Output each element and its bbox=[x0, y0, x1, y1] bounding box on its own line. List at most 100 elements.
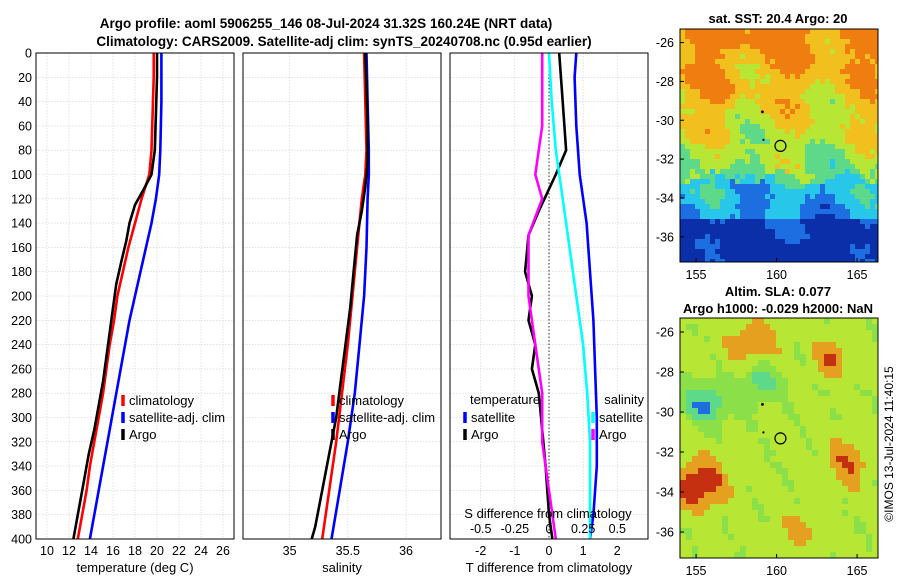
track-point bbox=[761, 403, 764, 406]
top-tick-label: -0.5 bbox=[470, 522, 492, 536]
figure-title-line1: Argo profile: aoml 5906255_146 08-Jul-20… bbox=[100, 16, 552, 31]
map-y-tick-label: -36 bbox=[656, 230, 674, 244]
series-line-satellite-adj-clim bbox=[88, 53, 163, 539]
x-tick-label: 16 bbox=[106, 544, 120, 558]
x-tick-label: 22 bbox=[172, 544, 186, 558]
map-x-tick-label: 165 bbox=[847, 268, 868, 282]
map-frame bbox=[679, 317, 879, 559]
map-panel-1: -26 -28 -30 -32 -34 -36 155 160 165 bbox=[656, 28, 879, 282]
float-position-marker bbox=[774, 432, 787, 445]
top-tick-label: 0 bbox=[546, 522, 553, 536]
map-y-tick-label: -26 bbox=[656, 36, 674, 50]
map-y-tick-label: -34 bbox=[656, 191, 674, 205]
depth-tick-label: 180 bbox=[11, 265, 32, 279]
map-x-tick-label: 165 bbox=[847, 564, 868, 578]
depth-tick-label: 20 bbox=[18, 71, 32, 85]
depth-tick-label: 200 bbox=[11, 290, 32, 304]
profile-panel-2: 35 35.5 36 salinity bbox=[242, 52, 442, 575]
map-x-tick-label: 155 bbox=[686, 564, 707, 578]
legend-label: satellite bbox=[599, 410, 643, 425]
legend-label: Argo bbox=[339, 427, 366, 442]
x-tick-label: 18 bbox=[128, 544, 142, 558]
top-tick-label: 0.25 bbox=[571, 522, 595, 536]
depth-tick-label: 60 bbox=[18, 119, 32, 133]
sla-map-title: Altim. SLA: 0.077 bbox=[725, 284, 831, 299]
depth-tick-label: 0 bbox=[25, 47, 32, 61]
x-tick-label: 26 bbox=[216, 544, 230, 558]
map-y-tick-label: -28 bbox=[656, 366, 674, 380]
legend-title-salinity: salinity bbox=[604, 392, 644, 407]
series-line-t-satellite bbox=[573, 53, 599, 539]
series-line-s-satellite bbox=[547, 53, 592, 539]
legend-label: satellite-adj. clim bbox=[129, 410, 225, 425]
map-y-tick-label: -32 bbox=[656, 446, 674, 460]
top-axis-label: S difference from climatology bbox=[464, 506, 632, 521]
x-axis-label: salinity bbox=[322, 560, 362, 575]
panel-frame bbox=[449, 52, 649, 540]
depth-tick-label: 380 bbox=[11, 508, 32, 522]
legend-label: Argo bbox=[599, 427, 626, 442]
difference-legend: temperature salinity satellite Argo satellit… bbox=[463, 392, 644, 536]
depth-tick-label: 400 bbox=[11, 533, 32, 547]
depth-tick-label: 360 bbox=[11, 484, 32, 498]
sla-map-subtitle: Argo h1000: -0.029 h2000: NaN bbox=[683, 301, 873, 316]
depth-tick-label: 340 bbox=[11, 460, 32, 474]
track-point bbox=[761, 110, 764, 114]
series-line-climatology bbox=[76, 53, 155, 539]
depth-tick-label: 240 bbox=[11, 338, 32, 352]
legend-label: climatology bbox=[129, 393, 195, 408]
x-tick-label: 14 bbox=[84, 544, 98, 558]
x-tick-label: 35.5 bbox=[336, 544, 360, 558]
depth-tick-label: 220 bbox=[11, 314, 32, 328]
panel-frame bbox=[35, 52, 235, 540]
depth-tick-label: 260 bbox=[11, 362, 32, 376]
depth-tick-label: 120 bbox=[11, 192, 32, 206]
map-y-tick-label: -34 bbox=[656, 486, 674, 500]
series-line-argo bbox=[310, 53, 369, 539]
series-line-argo bbox=[72, 53, 159, 539]
profile-panel-1: 10 12 14 16 18 20 22 24 26 temperature (deg C) bbox=[35, 52, 235, 575]
panel-frame bbox=[242, 52, 442, 540]
x-tick-label: 12 bbox=[62, 544, 76, 558]
x-axis-label: T difference from climatology bbox=[466, 560, 633, 575]
x-axis-label: temperature (deg C) bbox=[76, 560, 193, 575]
profile-legend-1: climatology satellite-adj. clim Argo bbox=[121, 393, 225, 442]
map-x-tick-label: 160 bbox=[766, 564, 787, 578]
figure-title-line2: Climatology: CARS2009. Satellite-adj cli… bbox=[96, 34, 591, 49]
map-x-tick-label: 155 bbox=[686, 268, 707, 282]
sst-map-title: sat. SST: 20.4 Argo: 20 bbox=[709, 11, 848, 26]
map-y-tick-label: -26 bbox=[656, 326, 674, 340]
legend-label: satellite bbox=[471, 410, 515, 425]
x-tick-label: 10 bbox=[40, 544, 54, 558]
float-position-marker bbox=[774, 139, 787, 152]
legend-label: Argo bbox=[129, 427, 156, 442]
profile-legend-2: climatology satellite-adj. clim Argo bbox=[331, 393, 435, 442]
map-y-tick-label: -36 bbox=[656, 526, 674, 540]
profile-panel-3: -2 -1 0 1 2 T difference from climatology bbox=[449, 52, 649, 575]
map-frame bbox=[679, 28, 879, 263]
track-point bbox=[762, 138, 765, 141]
track-point bbox=[762, 431, 765, 434]
depth-tick-label: 40 bbox=[18, 95, 32, 109]
x-tick-label: 24 bbox=[194, 544, 208, 558]
x-tick-label: 1 bbox=[580, 544, 587, 558]
x-tick-label: 2 bbox=[614, 544, 621, 558]
x-tick-label: -1 bbox=[509, 544, 520, 558]
x-tick-label: 20 bbox=[150, 544, 164, 558]
map-y-tick-label: -30 bbox=[656, 406, 674, 420]
legend-label: Argo bbox=[471, 427, 498, 442]
depth-tick-label: 280 bbox=[11, 387, 32, 401]
map-x-tick-label: 160 bbox=[766, 268, 787, 282]
x-tick-label: 0 bbox=[546, 544, 553, 558]
x-tick-label: 35 bbox=[283, 544, 297, 558]
depth-tick-label: 160 bbox=[11, 241, 32, 255]
map-y-tick-label: -32 bbox=[656, 153, 674, 167]
top-tick-label: -0.25 bbox=[501, 522, 530, 536]
depth-tick-label: 140 bbox=[11, 217, 32, 231]
depth-tick-label: 320 bbox=[11, 435, 32, 449]
depth-tick-label: 300 bbox=[11, 411, 32, 425]
map-y-tick-label: -30 bbox=[656, 114, 674, 128]
